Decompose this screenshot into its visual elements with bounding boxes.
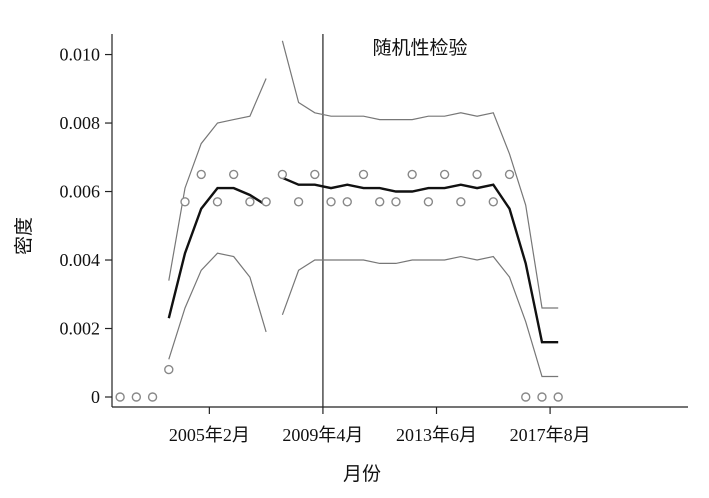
data-point bbox=[472, 169, 482, 180]
data-point bbox=[293, 197, 304, 207]
y-tick-label: 0.008 bbox=[60, 113, 101, 133]
data-point bbox=[456, 197, 466, 207]
x-tick-label: 2005年2月 bbox=[169, 425, 250, 445]
x-axis-title: 月份 bbox=[343, 463, 381, 485]
data-point bbox=[439, 169, 450, 180]
data-point bbox=[342, 197, 352, 207]
data-point bbox=[180, 197, 190, 207]
chart-title: 随机性检验 bbox=[372, 37, 467, 59]
y-axis-title: 密度 bbox=[13, 217, 35, 255]
data-point bbox=[553, 392, 563, 402]
y-ticks: 0 0.002 0.004 0.006 0.008 0.010 bbox=[60, 45, 112, 407]
data-point bbox=[521, 392, 531, 402]
data-point bbox=[310, 169, 320, 180]
data-points bbox=[115, 169, 563, 402]
x-tick-label: 2009年4月 bbox=[282, 425, 363, 445]
data-point bbox=[488, 197, 498, 207]
data-point bbox=[277, 169, 288, 180]
y-tick-label: 0.010 bbox=[60, 45, 101, 65]
data-point bbox=[326, 197, 336, 207]
y-tick-label: 0.004 bbox=[60, 250, 101, 270]
data-point bbox=[245, 197, 255, 207]
data-point bbox=[537, 392, 547, 402]
y-tick-label: 0.002 bbox=[60, 319, 101, 339]
data-point bbox=[131, 392, 142, 402]
data-point bbox=[391, 197, 401, 207]
x-ticks: 2005年2月 2009年4月 2013年6月 2017年8月 bbox=[169, 407, 591, 445]
mean-line bbox=[167, 186, 267, 319]
data-point bbox=[196, 169, 206, 180]
x-tick-label: 2017年8月 bbox=[510, 425, 591, 445]
y-tick-label: 0 bbox=[91, 387, 100, 407]
data-point bbox=[261, 197, 271, 207]
data-point bbox=[375, 197, 385, 207]
upper-band-line bbox=[168, 78, 267, 281]
data-point bbox=[358, 169, 369, 180]
lower-band-line bbox=[281, 255, 559, 378]
data-point bbox=[423, 197, 434, 207]
data-point bbox=[115, 392, 125, 402]
data-point bbox=[164, 364, 174, 375]
lower-band-line bbox=[168, 252, 267, 360]
data-point bbox=[504, 169, 515, 180]
x-tick-label: 2013年6月 bbox=[396, 425, 477, 445]
data-point bbox=[147, 392, 158, 402]
mean-line bbox=[281, 176, 559, 344]
data-point bbox=[228, 169, 239, 180]
y-tick-label: 0.006 bbox=[60, 182, 101, 202]
data-point bbox=[212, 197, 223, 207]
data-point bbox=[407, 169, 417, 180]
confidence-bands bbox=[168, 40, 559, 378]
mean-lines bbox=[167, 176, 559, 344]
upper-band-line bbox=[281, 40, 559, 309]
